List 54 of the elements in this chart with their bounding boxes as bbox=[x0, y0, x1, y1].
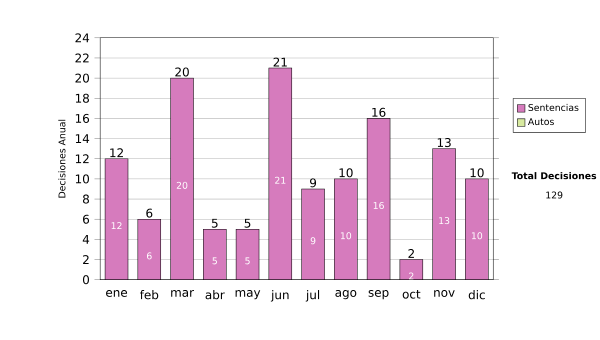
x-tick-label: ago bbox=[335, 290, 356, 300]
x-tick-label: jun bbox=[270, 290, 289, 302]
data-label: 6 bbox=[146, 252, 152, 260]
x-tick-label: nov bbox=[434, 290, 455, 297]
y-tick-label: 0 bbox=[82, 275, 90, 284]
y-tick-label: 2 bbox=[83, 255, 89, 264]
data-label: 2 bbox=[409, 272, 414, 280]
legend-label: Autos bbox=[528, 118, 554, 126]
y-tick-label: 18 bbox=[76, 94, 89, 103]
data-label: 9 bbox=[310, 237, 316, 244]
data-label: 21 bbox=[275, 176, 286, 184]
y-tick-label: 8 bbox=[83, 194, 89, 204]
data-label: 10 bbox=[340, 232, 352, 240]
y-tick-label: 22 bbox=[75, 53, 89, 62]
total-label: 6 bbox=[146, 208, 152, 218]
data-label: 10 bbox=[472, 232, 482, 240]
data-label: 13 bbox=[439, 217, 450, 224]
y-tick-label: 20 bbox=[75, 74, 89, 83]
total-label: 9 bbox=[310, 178, 316, 188]
total-label: 16 bbox=[372, 108, 386, 117]
total-label: 10 bbox=[470, 168, 484, 178]
y-tick-label: 24 bbox=[75, 33, 90, 42]
data-label: 5 bbox=[212, 257, 217, 264]
data-label: 5 bbox=[245, 257, 250, 264]
legend-label: Sentencias bbox=[528, 104, 578, 111]
x-tick-label: dic bbox=[468, 290, 485, 300]
y-tick-label: 6 bbox=[83, 214, 90, 224]
x-tick-label: feb bbox=[140, 290, 158, 300]
text: Total Decisiones bbox=[512, 172, 596, 180]
y-axis-title: Decisiones Anual bbox=[58, 120, 66, 198]
x-tick-label: sep bbox=[368, 290, 389, 300]
text: 129 bbox=[546, 191, 562, 198]
x-tick-label: ene bbox=[106, 290, 128, 297]
x-tick-label: jul bbox=[306, 290, 320, 302]
x-tick-label: abr bbox=[206, 290, 225, 300]
x-tick-label: mar bbox=[171, 290, 194, 297]
data-label: 20 bbox=[176, 182, 188, 189]
y-tick-label: 12 bbox=[76, 154, 89, 164]
total-label: 10 bbox=[340, 168, 353, 178]
total-label: 5 bbox=[212, 218, 218, 228]
y-tick-label: 4 bbox=[82, 234, 90, 244]
data-label: 16 bbox=[374, 202, 384, 209]
y-tick-label: 16 bbox=[76, 114, 90, 123]
total-label: 21 bbox=[274, 57, 287, 66]
total-label: 13 bbox=[438, 138, 451, 147]
x-tick-label: may bbox=[236, 290, 260, 300]
x-tick-label: oct bbox=[402, 290, 420, 299]
total-label: 2 bbox=[408, 248, 414, 258]
total-label: 20 bbox=[175, 67, 189, 76]
data-label: 12 bbox=[112, 222, 122, 229]
y-tick-label: 14 bbox=[76, 134, 90, 143]
total-label: 5 bbox=[244, 218, 250, 228]
total-label: 12 bbox=[110, 148, 123, 158]
y-tick-label: 10 bbox=[76, 174, 89, 184]
